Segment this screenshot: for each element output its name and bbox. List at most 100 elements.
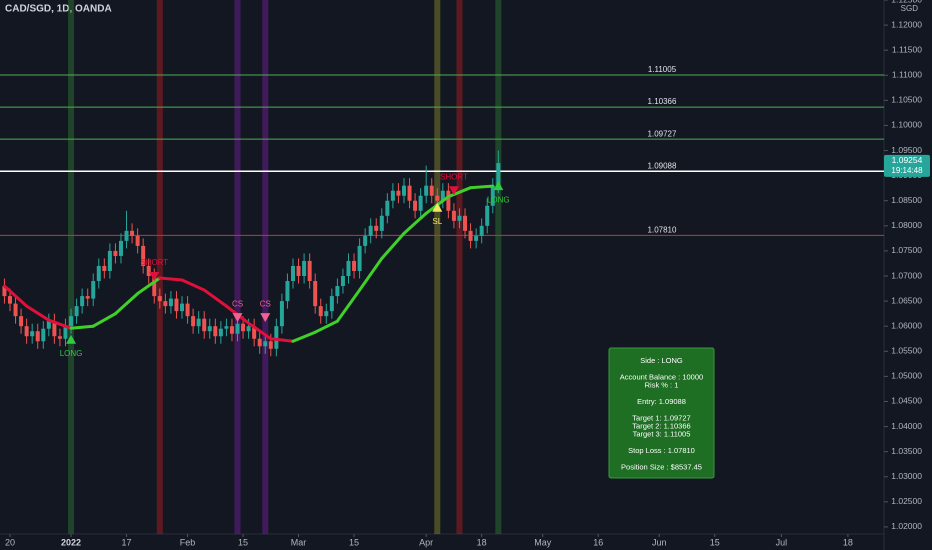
chart-title: CAD/SGD, 1D, OANDA	[5, 4, 112, 15]
candle-body	[91, 281, 96, 299]
candle-body	[363, 235, 368, 246]
last-price-box	[884, 154, 930, 177]
candle-body	[146, 265, 151, 277]
signal-marker	[66, 334, 77, 344]
candle-body	[252, 326, 257, 339]
x-tick-label: 15	[349, 537, 359, 547]
highlight-band	[234, 0, 241, 534]
candle-body	[302, 260, 307, 277]
candle-body	[157, 296, 162, 302]
candle-body	[63, 326, 68, 339]
candle-body	[318, 306, 323, 317]
candle-body	[374, 225, 379, 231]
y-tick-label: 1.07500	[891, 245, 922, 255]
candle-body	[474, 235, 479, 241]
candle-body	[385, 200, 390, 216]
candle-body	[213, 326, 218, 337]
y-tick-label: 1.04000	[891, 421, 922, 431]
x-tick-label: 18	[843, 537, 853, 547]
trend-line-segment	[180, 278, 206, 292]
y-tick-label: 1.11500	[892, 44, 922, 54]
info-line: Entry: 1.09088	[637, 397, 686, 406]
x-tick-label: Feb	[180, 537, 196, 547]
candle-body	[202, 318, 207, 332]
candle-body	[368, 225, 373, 236]
trend-line-segment	[158, 276, 184, 282]
candle-body	[485, 205, 490, 226]
x-tick-label: 16	[593, 537, 603, 547]
level-label: 1.09088	[648, 161, 677, 170]
y-tick-label: 1.03500	[891, 446, 922, 456]
y-tick-label: 1.06500	[891, 295, 922, 305]
x-tick-label: 17	[122, 537, 132, 547]
signal-marker	[149, 272, 160, 282]
candle-body	[335, 286, 340, 297]
candle-body	[69, 316, 74, 327]
candle-body	[163, 301, 168, 307]
signal-marker	[232, 313, 243, 323]
y-tick-label: 1.07000	[891, 270, 922, 280]
candle-body	[401, 185, 406, 196]
candle-body	[102, 265, 107, 271]
candle-body	[313, 281, 318, 307]
signal-label: SL	[432, 217, 442, 226]
y-tick-label: 1.09500	[891, 145, 922, 155]
candle-body	[57, 336, 62, 339]
candle-body	[490, 185, 495, 206]
signal-marker	[432, 202, 443, 212]
trend-line-segment	[69, 324, 95, 330]
trend-line-segment	[313, 319, 339, 334]
highlight-band	[68, 0, 75, 534]
trend-line-segment	[202, 288, 228, 308]
candle-body	[241, 323, 246, 332]
candle-body	[74, 306, 79, 317]
trend-line-segment	[335, 288, 362, 323]
candle-body	[429, 185, 434, 196]
signal-marker	[448, 186, 459, 196]
candle-body	[124, 230, 129, 241]
candle-body	[224, 326, 229, 329]
y-tick-label: 1.03000	[891, 471, 922, 481]
trend-line-segment	[91, 312, 117, 328]
candle-body	[340, 276, 345, 287]
highlight-band	[156, 0, 163, 534]
trend-line-segment	[25, 304, 51, 322]
candle-body	[30, 331, 35, 337]
candle-body	[390, 190, 395, 201]
x-tick-label: Mar	[291, 537, 307, 547]
candle-body	[352, 260, 357, 271]
candle-body	[346, 260, 351, 277]
candle-body	[152, 276, 157, 297]
candle-body	[329, 296, 334, 312]
candle-body	[446, 190, 451, 211]
candle-body	[418, 195, 423, 211]
trend-line-segment	[136, 276, 162, 296]
candle-body	[229, 326, 234, 334]
candle-body	[107, 250, 112, 271]
countdown: 19:14:48	[891, 166, 923, 175]
candle-body	[357, 245, 362, 271]
candle-body	[440, 190, 445, 201]
info-line: Position Size : $8537.45	[621, 462, 702, 471]
candle-body	[235, 323, 240, 334]
candle-body	[407, 185, 412, 201]
candle-body	[413, 200, 418, 211]
candle-body	[274, 326, 279, 349]
highlight-band	[262, 0, 269, 534]
x-tick-label: 15	[238, 537, 248, 547]
y-tick-label: 1.10000	[891, 120, 922, 130]
y-axis-label: SGD	[901, 4, 919, 13]
info-line: Side : LONG	[640, 356, 683, 365]
level-label: 1.10366	[648, 97, 677, 106]
signal-label: SHORT	[440, 172, 468, 181]
candle-body	[41, 328, 46, 342]
candle-body	[35, 331, 40, 342]
highlight-band	[434, 0, 441, 534]
signal-marker	[493, 181, 504, 191]
candle-body	[207, 326, 212, 332]
y-tick-label: 1.02500	[891, 496, 922, 506]
trend-line-segment	[2, 284, 29, 308]
candle-body	[291, 265, 296, 282]
